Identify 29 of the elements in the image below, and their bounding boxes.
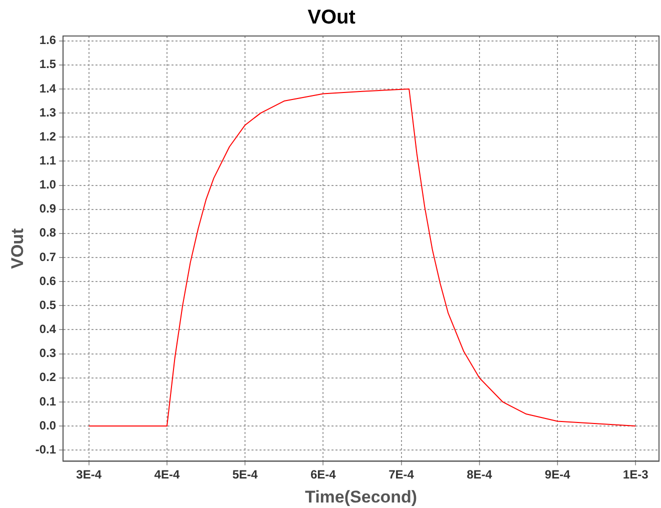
x-tick-label: 5E-4 [232,468,258,482]
y-tick-label: 0.6 [39,274,56,288]
y-tick-label: 0.5 [39,298,56,312]
x-tick-label: 8E-4 [466,468,492,482]
x-tick-label: 3E-4 [76,468,102,482]
x-tick-label: 4E-4 [154,468,180,482]
y-tick-label: 0.9 [39,202,56,216]
y-tick-label: 1.2 [39,129,56,144]
y-tick-label: 0.2 [39,370,56,384]
x-tick-label: 7E-4 [388,468,414,482]
y-tick-label: 1.5 [39,57,56,72]
y-tick-label: 1.1 [39,154,56,168]
y-tick-label: 0.7 [39,250,56,264]
y-tick-label: 1.6 [39,33,56,48]
y-tick-label: 0.1 [39,394,56,408]
y-tick-label: -0.1 [35,442,56,456]
x-tick-label: 9E-4 [544,468,570,482]
x-tick-label: 1E-3 [622,468,649,482]
y-tick-label: 1.4 [39,81,56,96]
y-tick-label: 0.0 [39,418,56,432]
x-tick-label: 6E-4 [310,468,336,482]
y-tick-label: 0.3 [39,346,56,360]
chart-title: VOut [308,6,356,29]
y-tick-label: 1.0 [39,178,56,192]
y-axis-title: VOut [8,228,27,269]
y-tick-label: 0.8 [39,226,56,240]
y-tick-label: 0.4 [39,322,56,336]
x-axis-title: Time(Second) [304,487,418,506]
y-tick-label: 1.3 [39,105,56,120]
